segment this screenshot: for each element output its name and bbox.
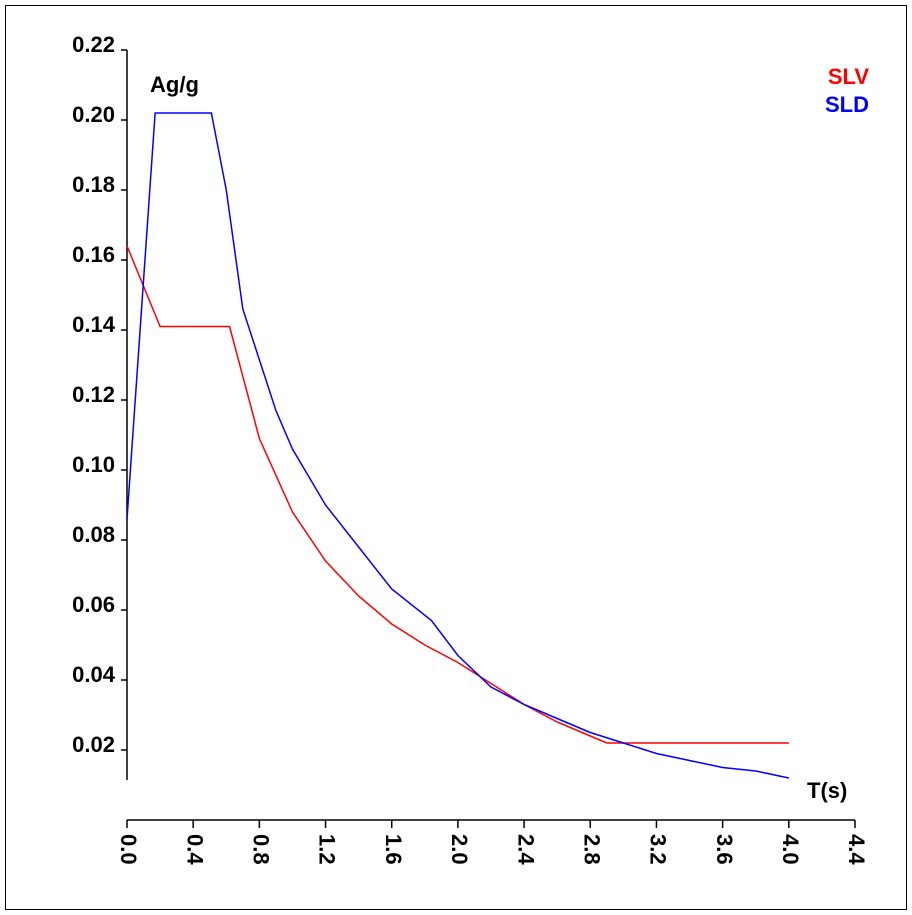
legend-entry: SLD — [825, 92, 869, 117]
series-line — [126, 245, 789, 744]
x-tick-label: 0.0 — [116, 834, 141, 865]
x-tick-label: 0.8 — [249, 834, 274, 865]
x-axis-label: T(s) — [807, 778, 847, 803]
x-tick-label: 4.0 — [778, 834, 803, 865]
x-tick-label: 3.6 — [712, 834, 737, 865]
x-tick-label: 2.4 — [513, 834, 538, 865]
y-tick-label: 0.08 — [72, 522, 115, 547]
y-tick-label: 0.10 — [72, 452, 115, 477]
legend-entry: SLV — [828, 64, 869, 89]
x-tick-label: 1.2 — [315, 834, 340, 865]
y-tick-label: 0.02 — [72, 732, 115, 757]
x-tick-label: 4.4 — [844, 834, 869, 865]
x-tick-label: 0.4 — [182, 834, 207, 865]
x-tick-label: 2.8 — [579, 834, 604, 865]
y-tick-label: 0.22 — [72, 32, 115, 57]
y-tick-label: 0.04 — [72, 662, 116, 687]
y-tick-label: 0.18 — [72, 172, 115, 197]
y-tick-label: 0.06 — [72, 592, 115, 617]
y-tick-label: 0.14 — [72, 312, 116, 337]
x-tick-label: 1.6 — [381, 834, 406, 865]
series-line — [126, 112, 789, 779]
x-tick-label: 3.2 — [646, 834, 671, 865]
y-axis-label: Ag/g — [150, 72, 199, 97]
y-tick-label: 0.20 — [72, 102, 115, 127]
x-tick-label: 2.0 — [447, 834, 472, 865]
y-tick-label: 0.12 — [72, 382, 115, 407]
y-tick-label: 0.16 — [72, 242, 115, 267]
frame — [5, 5, 907, 910]
